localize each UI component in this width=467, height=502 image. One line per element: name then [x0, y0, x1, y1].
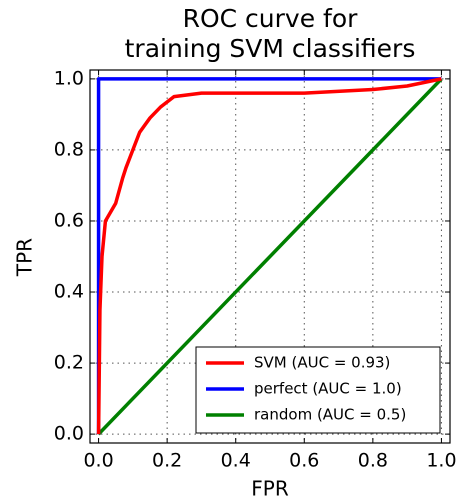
x-tick-label: 0.4 [221, 450, 251, 472]
plot-frame [89, 69, 451, 444]
x-tick-label: 0.6 [289, 450, 319, 472]
x-tick-label: 1.0 [426, 450, 456, 472]
y-tick-label: 1.0 [54, 67, 84, 89]
legend-label: SVM (AUC = 0.93) [254, 354, 390, 372]
y-tick-label: 0.2 [54, 352, 84, 374]
y-tick-label: 0.0 [54, 423, 84, 445]
chart-title: training SVM classifiers [125, 34, 416, 63]
y-tick-label: 0.4 [54, 281, 84, 303]
legend-label: random (AUC = 0.5) [254, 406, 406, 424]
x-tick-label: 0.2 [152, 450, 182, 472]
y-axis-label: TPR [13, 238, 37, 277]
x-axis-label: FPR [251, 477, 289, 501]
legend: SVM (AUC = 0.93) perfect (AUC = 1.0) rando… [195, 346, 441, 434]
x-tick-label: 0.0 [83, 450, 113, 472]
y-tick-label: 0.8 [54, 138, 84, 160]
line-series [96, 77, 442, 435]
chart-title: ROC curve for [183, 4, 359, 33]
y-tick-label: 0.6 [54, 209, 84, 231]
line-series [97, 77, 443, 436]
legend-label: perfect (AUC = 1.0) [254, 380, 402, 398]
x-tick-label: 0.8 [358, 450, 388, 472]
